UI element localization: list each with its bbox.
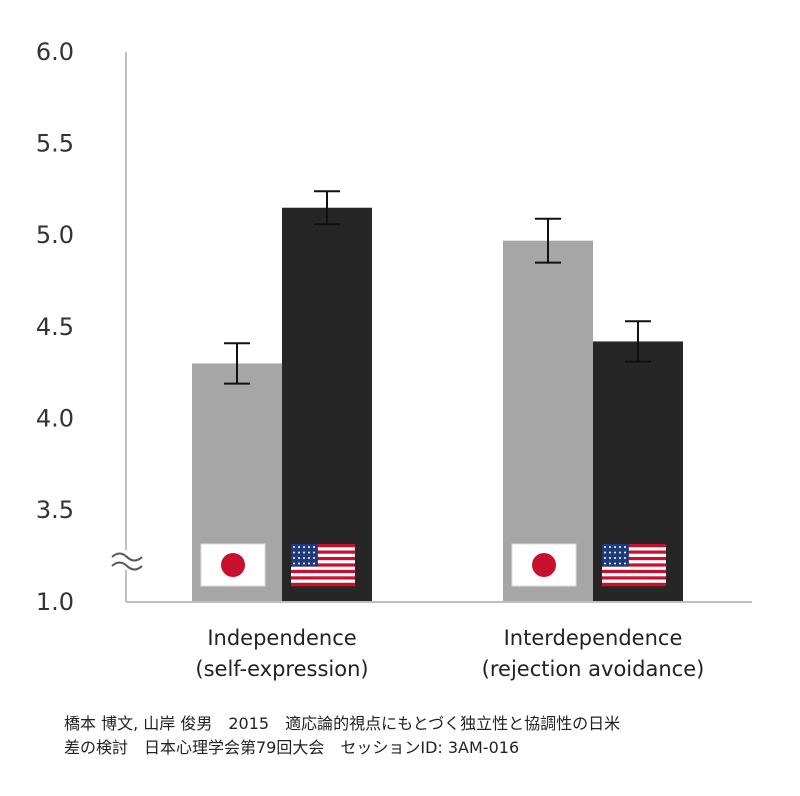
bars-layer — [192, 207, 683, 603]
axes-layer — [111, 52, 752, 603]
error-bar — [535, 217, 561, 264]
y-tick-labels: 6.0 5.5 5.0 4.5 4.0 3.5 1.0 — [36, 38, 74, 616]
error-bar — [224, 342, 250, 385]
y-tick-label: 5.0 — [36, 221, 74, 249]
flags-layer — [200, 543, 666, 587]
category-label-line1: Independence — [207, 626, 356, 650]
category-labels: Independence (self-expression) Interdepend… — [195, 626, 704, 681]
axis-break-icon — [111, 550, 143, 571]
category-label-line2: (self-expression) — [195, 657, 368, 681]
y-tick-label: 4.0 — [36, 404, 74, 432]
error-bar — [625, 320, 651, 363]
bar-chart: 6.0 5.5 5.0 4.5 4.0 3.5 1.0 Independence (self-… — [36, 38, 752, 681]
y-tick-label: 6.0 — [36, 38, 74, 66]
bar-usa-1 — [282, 207, 372, 602]
citation-caption: 橋本 博文, 山岸 俊男 2015 適応論的視点にもとづく独立性と協調性の日米 … — [64, 712, 620, 760]
usa-flag-icon — [291, 544, 355, 587]
y-tick-label: 5.5 — [36, 130, 74, 158]
bar-japan-2 — [503, 240, 593, 603]
y-tick-label: 1.0 — [36, 588, 74, 616]
citation-line-2: 差の検討 日本心理学会第79回大会 セッションID: 3AM-016 — [64, 738, 520, 757]
japan-flag-icon — [511, 543, 577, 587]
error-bars — [224, 190, 651, 385]
usa-flag-icon — [602, 544, 666, 587]
citation-line-1: 橋本 博文, 山岸 俊男 2015 適応論的視点にもとづく独立性と協調性の日米 — [64, 714, 621, 733]
japan-flag-icon — [200, 543, 266, 587]
error-bar — [314, 190, 340, 226]
category-label-line2: (rejection avoidance) — [482, 657, 705, 681]
category-label-line1: Interdependence — [504, 626, 683, 650]
y-tick-label: 4.5 — [36, 313, 74, 341]
y-tick-label: 3.5 — [36, 496, 74, 524]
